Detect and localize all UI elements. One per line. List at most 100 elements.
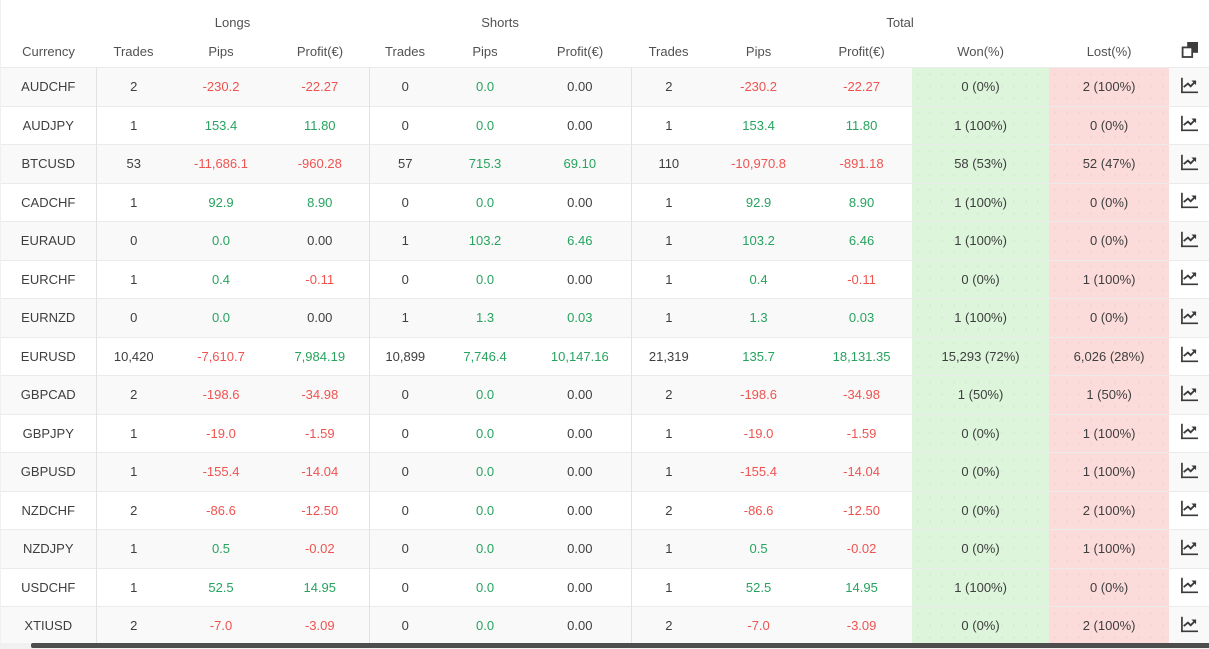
- chart-icon-cell: [1169, 606, 1209, 646]
- shorts-pips-cell: 7,746.4: [441, 336, 530, 376]
- longs-profit-cell: -0.11: [271, 259, 370, 299]
- horizontal-scrollbar: [1, 643, 1209, 649]
- table-row: XTIUSD 2 -7.0 -3.09 0 0.0 0.00 2 -7.0 -3.09 0 (0%)…: [1, 606, 1209, 646]
- currency-cell: EURCHF: [1, 259, 97, 299]
- lost-cell: 0 (0%): [1049, 105, 1170, 145]
- currency-cell: GBPJPY: [1, 413, 97, 453]
- longs-trades-cell: 1: [96, 259, 171, 299]
- total-trades-cell: 2: [631, 67, 707, 106]
- shorts-trades-cell: 0: [369, 182, 442, 222]
- group-header-longs: Longs: [214, 14, 251, 30]
- line-chart-icon[interactable]: [1180, 385, 1199, 402]
- longs-profit-cell: -1.59: [271, 413, 370, 453]
- line-chart-icon[interactable]: [1180, 346, 1199, 363]
- table-row: GBPJPY 1 -19.0 -1.59 0 0.0 0.00 1 -19.0 -1.59 0 (0…: [1, 413, 1209, 453]
- shorts-trades-cell: 0: [369, 375, 442, 414]
- longs-pips-cell: -11,686.1: [171, 144, 271, 183]
- col-header-icon: [1169, 35, 1209, 68]
- total-pips-cell: -19.0: [706, 413, 812, 453]
- line-chart-icon[interactable]: [1180, 192, 1199, 209]
- chart-icon-cell: [1169, 144, 1209, 183]
- total-trades-cell: 2: [631, 375, 707, 414]
- line-chart-icon[interactable]: [1180, 115, 1199, 132]
- total-trades-cell: 1: [631, 221, 707, 260]
- line-chart-icon[interactable]: [1180, 231, 1199, 248]
- total-trades-cell: 1: [631, 259, 707, 299]
- line-chart-icon[interactable]: [1180, 616, 1199, 633]
- shorts-profit-cell: 0.00: [529, 452, 632, 491]
- shorts-trades-cell: 1: [369, 221, 442, 260]
- line-chart-icon[interactable]: [1180, 77, 1199, 94]
- shorts-pips-cell: 0.0: [441, 182, 530, 222]
- longs-profit-cell: 7,984.19: [271, 336, 370, 376]
- column-header-row: Currency Trades Pips Profit(€) Trades Pi…: [1, 35, 1209, 68]
- line-chart-icon[interactable]: [1180, 154, 1199, 171]
- shorts-pips-cell: 0.0: [441, 606, 530, 646]
- currency-cell: BTCUSD: [1, 144, 97, 183]
- won-cell: 1 (100%): [912, 105, 1050, 145]
- shorts-pips-cell: 715.3: [441, 144, 530, 183]
- horizontal-scrollbar-thumb[interactable]: [31, 643, 1209, 648]
- shorts-profit-cell: 0.00: [529, 105, 632, 145]
- table-row: BTCUSD 53 -11,686.1 -960.28 57 715.3 69.10 110-…: [1, 144, 1209, 183]
- currency-cell: GBPUSD: [1, 452, 97, 491]
- currency-cell: CADCHF: [1, 182, 97, 222]
- won-cell: 1 (50%): [912, 375, 1050, 414]
- line-chart-icon[interactable]: [1180, 269, 1199, 286]
- total-profit-cell: -14.04: [811, 452, 913, 491]
- shorts-pips-cell: 0.0: [441, 567, 530, 607]
- shorts-pips-cell: 1.3: [441, 298, 530, 337]
- shorts-profit-cell: 10,147.16: [529, 336, 632, 376]
- line-chart-icon[interactable]: [1180, 539, 1199, 556]
- total-profit-cell: -0.02: [811, 529, 913, 568]
- line-chart-icon[interactable]: [1180, 500, 1199, 517]
- currency-cell: EURUSD: [1, 336, 97, 376]
- shorts-pips-cell: 0.0: [441, 529, 530, 568]
- longs-trades-cell: 1: [96, 567, 171, 607]
- shorts-profit-cell: 0.00: [529, 529, 632, 568]
- line-chart-icon[interactable]: [1180, 462, 1199, 479]
- line-chart-icon[interactable]: [1180, 423, 1199, 440]
- chart-icon-cell: [1169, 67, 1209, 106]
- line-chart-icon[interactable]: [1180, 308, 1199, 325]
- total-trades-cell: 1: [631, 452, 707, 491]
- lost-cell: 0 (0%): [1049, 221, 1170, 260]
- shorts-profit-cell: 69.10: [529, 144, 632, 183]
- table-row: GBPCAD 2 -198.6 -34.98 0 0.0 0.00 2 -198.6 -34.98…: [1, 375, 1209, 414]
- table-body: AUDCHF 2 -230.2 -22.27 0 0.0 0.00 2 -230.2 -22.27…: [1, 67, 1209, 646]
- copy-icon[interactable]: [1181, 41, 1199, 59]
- longs-profit-cell: 0.00: [271, 298, 370, 337]
- shorts-trades-cell: 1: [369, 298, 442, 337]
- table-row: EURCHF 1 0.4 -0.11 0 0.0 0.00 1 0.4 -0.11 0 (0%) 1 …: [1, 259, 1209, 299]
- shorts-pips-cell: 103.2: [441, 221, 530, 260]
- col-header-longs-profit: Profit(€): [296, 43, 344, 59]
- total-profit-cell: 11.80: [811, 105, 913, 145]
- line-chart-icon[interactable]: [1180, 577, 1199, 594]
- table-row: USDCHF 1 52.5 14.95 0 0.0 0.00 1 52.5 14.95 1 (100…: [1, 567, 1209, 607]
- longs-pips-cell: 0.4: [171, 259, 271, 299]
- group-header-icon-spacer: [1169, 0, 1209, 35]
- lost-cell: 6,026 (28%): [1049, 336, 1170, 376]
- longs-profit-cell: -0.02: [271, 529, 370, 568]
- shorts-pips-cell: 0.0: [441, 259, 530, 299]
- longs-profit-cell: -960.28: [271, 144, 370, 183]
- shorts-pips-cell: 0.0: [441, 452, 530, 491]
- longs-trades-cell: 2: [96, 67, 171, 106]
- group-header-shorts: Shorts: [481, 14, 519, 30]
- total-trades-cell: 1: [631, 413, 707, 453]
- total-pips-cell: 0.5: [706, 529, 812, 568]
- lost-cell: 2 (100%): [1049, 606, 1170, 646]
- chart-icon-cell: [1169, 413, 1209, 453]
- won-cell: 0 (0%): [912, 452, 1050, 491]
- total-pips-cell: -230.2: [706, 67, 812, 106]
- total-trades-cell: 2: [631, 606, 707, 646]
- shorts-profit-cell: 0.00: [529, 182, 632, 222]
- longs-pips-cell: -198.6: [171, 375, 271, 414]
- longs-pips-cell: 92.9: [171, 182, 271, 222]
- lost-cell: 52 (47%): [1049, 144, 1170, 183]
- longs-profit-cell: 11.80: [271, 105, 370, 145]
- table-header: Longs Shorts Total Currency Trades Pips …: [1, 0, 1209, 68]
- won-cell: 0 (0%): [912, 529, 1050, 568]
- total-pips-cell: 135.7: [706, 336, 812, 376]
- longs-profit-cell: 14.95: [271, 567, 370, 607]
